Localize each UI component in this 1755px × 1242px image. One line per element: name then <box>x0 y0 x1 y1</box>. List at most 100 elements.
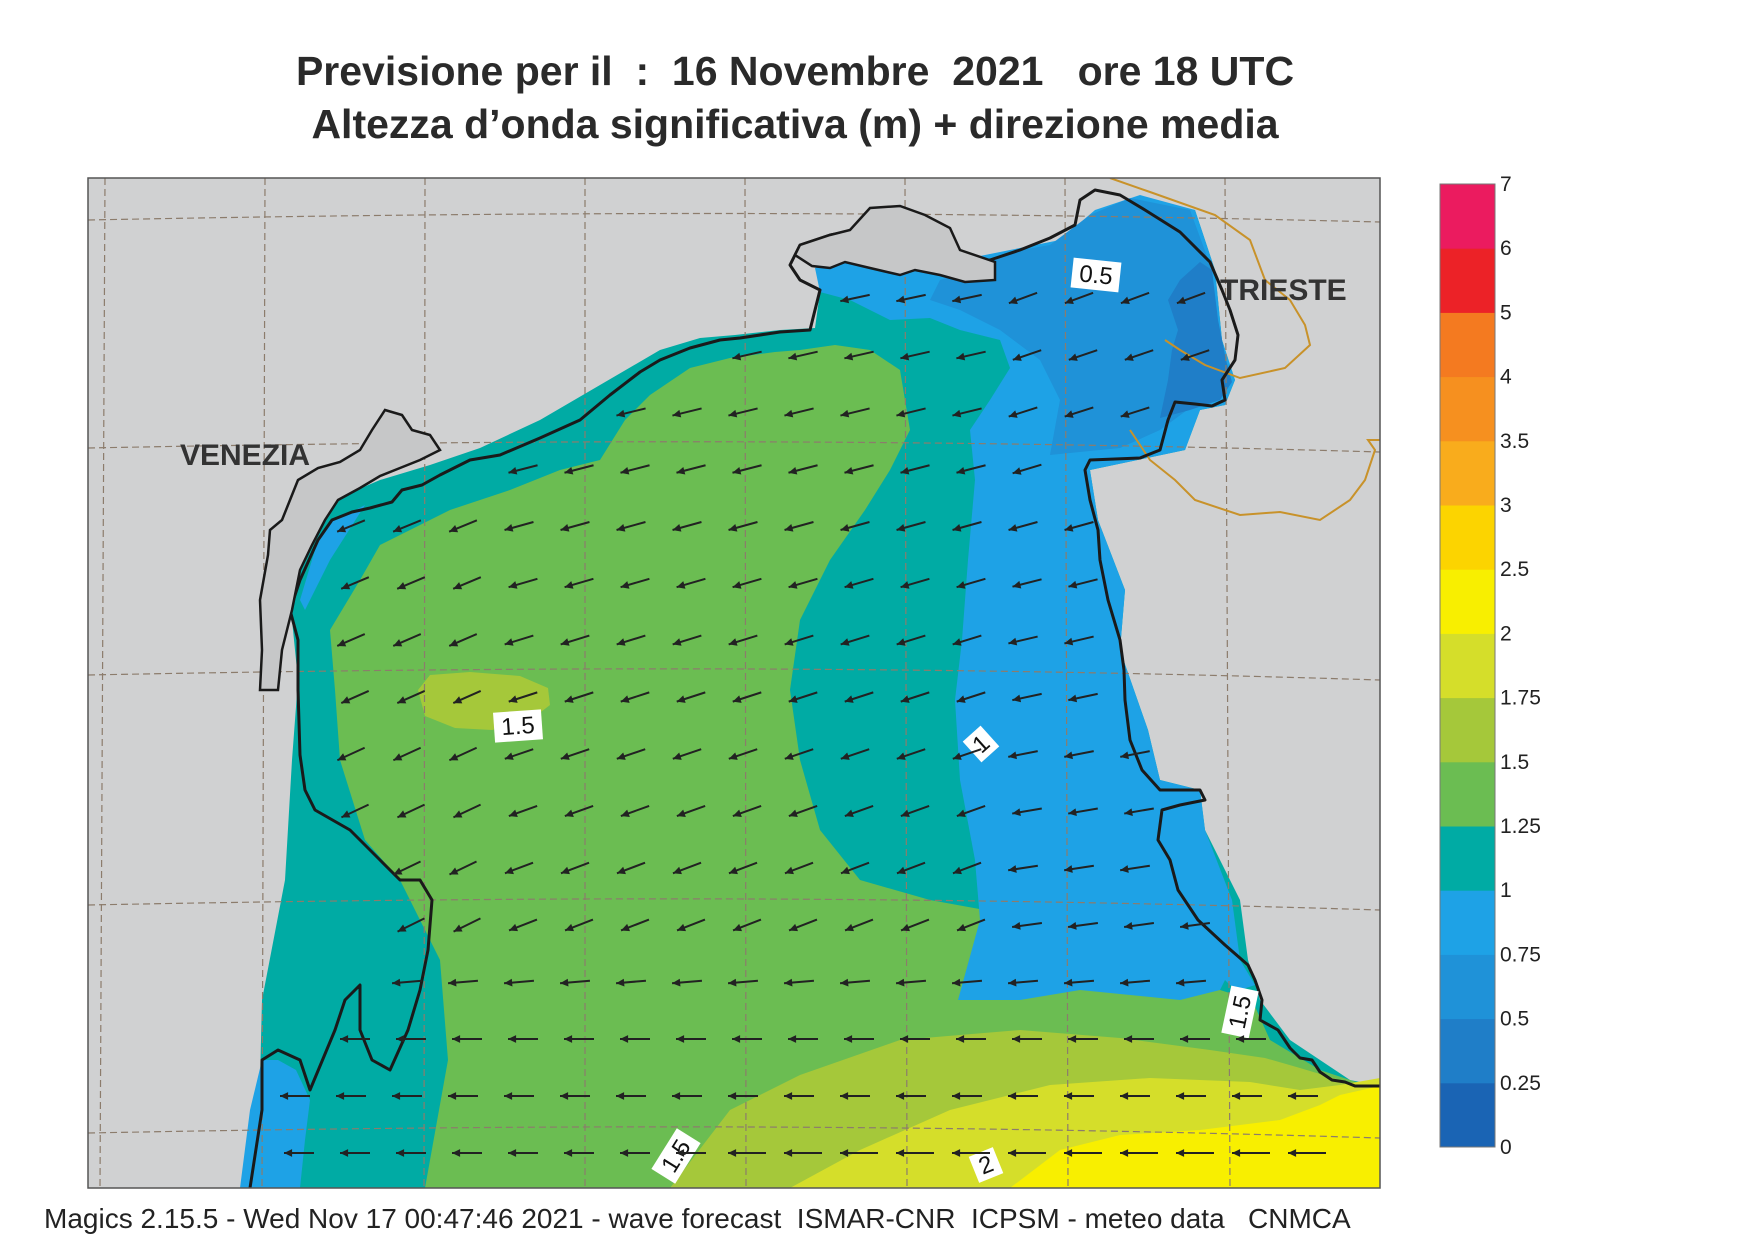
wave-arrow-head <box>1008 410 1018 418</box>
wave-arrow-head <box>448 1092 457 1100</box>
legend-swatch <box>1440 826 1495 891</box>
wave-arrow-head <box>788 352 798 361</box>
wave-arrow-head <box>1068 922 1077 930</box>
wave-arrow-head <box>672 638 682 646</box>
wave-arrow-head <box>560 752 570 760</box>
wave-arrow-head <box>789 923 799 932</box>
wave-arrow-head <box>508 466 518 475</box>
map-title: Previsione per il : 16 Novembre 2021 ore… <box>295 48 1295 94</box>
wave-arrow-head <box>676 466 686 475</box>
wave-arrow-head <box>788 466 798 475</box>
wave-arrow-head <box>340 1149 349 1157</box>
wave-arrow-head <box>900 809 910 818</box>
wave-arrow-head <box>337 753 347 761</box>
wave-arrow-head <box>672 1092 681 1100</box>
wave-arrow-head <box>956 581 966 589</box>
wave-arrow-head <box>840 978 849 987</box>
wave-arrow-head <box>896 978 905 987</box>
wave-arrow-head <box>452 1149 461 1157</box>
wave-arrow-head <box>784 409 794 418</box>
wave-arrow-head <box>1008 751 1017 760</box>
wave-arrow-head <box>449 639 459 647</box>
wave-arrow-head <box>337 639 347 647</box>
wave-arrow-head <box>1064 524 1074 532</box>
wave-arrow-head <box>728 866 738 875</box>
wave-arrow-head <box>952 978 961 987</box>
wave-arrow-head <box>952 866 962 875</box>
legend-level-label: 5 <box>1500 301 1512 324</box>
legend-swatch <box>1440 954 1495 1020</box>
wave-arrow-head <box>565 923 575 932</box>
wave-arrow-head <box>672 524 682 532</box>
contour-label-1.5-west: 1.5 <box>500 712 535 741</box>
wave-arrow-head <box>1124 808 1133 817</box>
wave-arrow-head <box>840 1149 849 1157</box>
wave-arrow-head <box>448 978 457 987</box>
wave-arrow-head <box>616 866 626 875</box>
wave-arrow-head <box>840 866 850 875</box>
wave-arrow-head <box>900 581 910 589</box>
wave-arrow-head <box>952 295 962 304</box>
legend-level-label: 3.5 <box>1500 430 1529 453</box>
wave-arrow-head <box>616 409 626 418</box>
wave-arrow-head <box>784 752 794 760</box>
wave-arrow-head <box>676 809 686 818</box>
wave-arrow-head <box>732 581 742 589</box>
legend-swatch <box>1440 697 1495 763</box>
wave-arrow-head <box>728 1149 737 1157</box>
legend-swatch <box>1440 761 1495 827</box>
wave-arrow-head <box>788 1035 797 1043</box>
wave-arrow-head <box>677 923 687 932</box>
map-area: 0.5 1 1.5 1.5 1.5 2 <box>88 178 1380 1188</box>
wave-arrow-head <box>393 639 403 647</box>
wave-arrow-head <box>504 866 514 875</box>
wave-arrow-head <box>956 695 966 703</box>
wave-arrow-head <box>784 1092 793 1100</box>
sea-zone-0.5-0.75 <box>930 198 1228 455</box>
wave-arrow-head <box>1008 1092 1017 1100</box>
wave-arrow-head <box>1064 410 1074 418</box>
wave-arrow-head <box>1176 296 1186 305</box>
legend-swatch <box>1440 633 1495 699</box>
wave-arrow-head <box>504 752 514 760</box>
wave-arrow-head <box>1064 296 1074 305</box>
wave-arrow-head <box>732 809 742 818</box>
wave-arrow-head <box>1012 353 1022 361</box>
wave-arrow-head <box>616 524 626 532</box>
wave-arrow-head <box>453 582 463 590</box>
wave-arrow-head <box>1120 978 1129 987</box>
wave-arrow-head <box>1068 808 1077 817</box>
wave-arrow-head <box>564 695 574 703</box>
wave-arrow-head <box>393 867 403 875</box>
legend-swatch <box>1440 248 1495 313</box>
wave-arrow-head <box>453 696 463 704</box>
wave-arrow-head <box>341 810 351 818</box>
wave-arrow-head <box>1232 1092 1241 1100</box>
map-frame <box>87 177 1381 1189</box>
wave-arrow-head <box>1008 978 1017 987</box>
legend-swatch <box>1440 376 1495 442</box>
wave-arrow-head <box>560 638 570 646</box>
wave-arrow-head <box>616 752 626 760</box>
legend-level-label: 2 <box>1500 622 1512 645</box>
wave-arrow-head <box>1232 1149 1241 1157</box>
legend-swatch <box>1440 184 1495 249</box>
wave-arrow-head <box>844 581 854 589</box>
wave-arrow-head <box>397 924 407 932</box>
wave-arrow-head <box>1012 467 1022 475</box>
wave-arrow-head <box>728 524 738 532</box>
legend-swatch <box>1440 312 1495 378</box>
wave-arrow-head <box>844 352 854 361</box>
wave-arrow-head <box>896 1092 905 1100</box>
wave-arrow-head <box>952 524 962 532</box>
wave-arrow-head <box>508 1035 517 1043</box>
sea-zone-west-strip <box>300 505 365 610</box>
wave-arrow-head <box>844 1035 853 1043</box>
wave-arrow-head <box>452 1035 461 1043</box>
contour-label-0.5: 0.5 <box>1078 260 1114 290</box>
wave-arrow-head <box>284 1149 293 1157</box>
wave-arrow-head <box>896 1149 905 1157</box>
wave-arrow-head <box>732 466 742 475</box>
wave-arrow-head <box>564 1149 573 1157</box>
